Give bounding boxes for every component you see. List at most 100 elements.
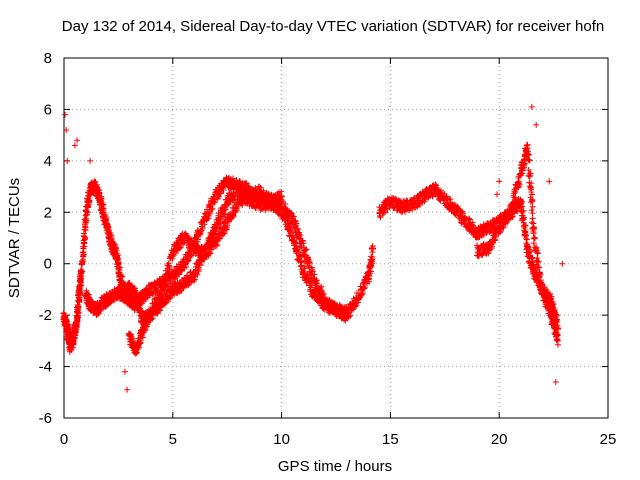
data-point bbox=[313, 280, 320, 287]
data-point bbox=[208, 246, 215, 253]
data-point bbox=[366, 272, 373, 279]
data-point bbox=[199, 225, 206, 232]
data-point bbox=[223, 225, 230, 232]
data-point bbox=[176, 244, 183, 251]
data-point bbox=[553, 313, 560, 320]
y-tick-label: 2 bbox=[44, 204, 52, 221]
data-point bbox=[532, 245, 539, 252]
data-point bbox=[299, 238, 306, 245]
data-point bbox=[523, 240, 530, 247]
data-point bbox=[83, 287, 90, 294]
data-point bbox=[269, 202, 276, 209]
data-point bbox=[194, 271, 201, 278]
data-point bbox=[308, 264, 315, 271]
outlier-point bbox=[546, 178, 553, 185]
x-tick-label: 0 bbox=[60, 431, 68, 448]
x-tick-label: 15 bbox=[382, 431, 399, 448]
data-point bbox=[182, 261, 189, 268]
data-point bbox=[369, 256, 376, 263]
data-point bbox=[166, 265, 173, 272]
data-point bbox=[306, 258, 313, 265]
data-point bbox=[75, 304, 82, 311]
data-point bbox=[224, 222, 231, 229]
outlier-point bbox=[528, 103, 535, 110]
data-point bbox=[523, 232, 530, 239]
data-point bbox=[368, 256, 375, 263]
outlier-point bbox=[533, 121, 540, 128]
data-point bbox=[211, 199, 218, 206]
data-point bbox=[286, 233, 293, 240]
data-point bbox=[129, 334, 136, 341]
data-point bbox=[534, 271, 541, 278]
data-point bbox=[516, 181, 523, 188]
data-point bbox=[115, 260, 122, 267]
data-point bbox=[551, 306, 558, 313]
data-point bbox=[522, 222, 529, 229]
data-point bbox=[522, 229, 529, 236]
data-point bbox=[432, 181, 439, 188]
data-point bbox=[139, 332, 146, 339]
data-point bbox=[485, 250, 492, 257]
y-tick-label: -6 bbox=[39, 410, 52, 427]
data-point bbox=[278, 193, 285, 200]
data-point bbox=[377, 213, 384, 220]
data-point bbox=[81, 243, 88, 250]
data-point bbox=[446, 195, 453, 202]
data-point bbox=[528, 219, 535, 226]
outlier-point bbox=[71, 142, 78, 149]
data-point bbox=[79, 268, 86, 275]
data-point bbox=[230, 212, 237, 219]
data-point bbox=[320, 293, 327, 300]
data-point bbox=[554, 337, 561, 344]
data-point bbox=[336, 302, 343, 309]
data-point bbox=[232, 193, 239, 200]
x-tick-label: 25 bbox=[600, 431, 617, 448]
data-point bbox=[132, 289, 139, 296]
data-point bbox=[369, 245, 376, 252]
chart-title: Day 132 of 2014, Sidereal Day-to-day VTE… bbox=[62, 18, 604, 35]
data-point bbox=[82, 234, 89, 241]
data-point bbox=[180, 284, 187, 291]
data-point bbox=[518, 200, 525, 207]
data-point bbox=[526, 172, 533, 179]
outlier-point bbox=[63, 127, 70, 133]
data-point bbox=[84, 209, 91, 216]
data-point bbox=[415, 198, 422, 205]
data-point bbox=[519, 208, 526, 215]
data-point bbox=[216, 235, 223, 242]
data-point bbox=[466, 216, 473, 223]
data-point bbox=[244, 199, 251, 206]
data-point bbox=[529, 203, 536, 210]
data-point bbox=[290, 213, 297, 220]
y-tick-label: -4 bbox=[39, 359, 52, 376]
data-point bbox=[525, 166, 532, 173]
data-point bbox=[229, 196, 236, 203]
data-point bbox=[237, 178, 244, 185]
data-point bbox=[535, 258, 542, 265]
y-axis-label: SDTVAR / TECUs bbox=[6, 178, 23, 298]
data-point bbox=[500, 224, 507, 231]
data-point bbox=[96, 190, 103, 197]
data-point bbox=[257, 184, 264, 191]
data-point bbox=[116, 267, 123, 274]
data-point bbox=[195, 236, 202, 243]
data-point bbox=[102, 216, 109, 223]
data-point bbox=[504, 217, 511, 224]
data-point bbox=[547, 295, 554, 302]
data-point bbox=[343, 309, 350, 316]
data-point bbox=[176, 245, 183, 252]
data-point bbox=[528, 180, 535, 187]
data-point bbox=[159, 293, 166, 300]
data-point bbox=[153, 284, 160, 291]
data-point bbox=[526, 157, 533, 164]
outlier-point bbox=[124, 386, 131, 393]
data-point bbox=[278, 199, 285, 206]
data-point bbox=[554, 325, 561, 331]
x-tick-label: 5 bbox=[169, 431, 177, 448]
data-point bbox=[327, 299, 334, 306]
data-point bbox=[318, 287, 325, 294]
data-point bbox=[239, 202, 246, 209]
data-point bbox=[529, 191, 536, 198]
outlier-point bbox=[74, 137, 81, 144]
data-point bbox=[213, 241, 220, 248]
